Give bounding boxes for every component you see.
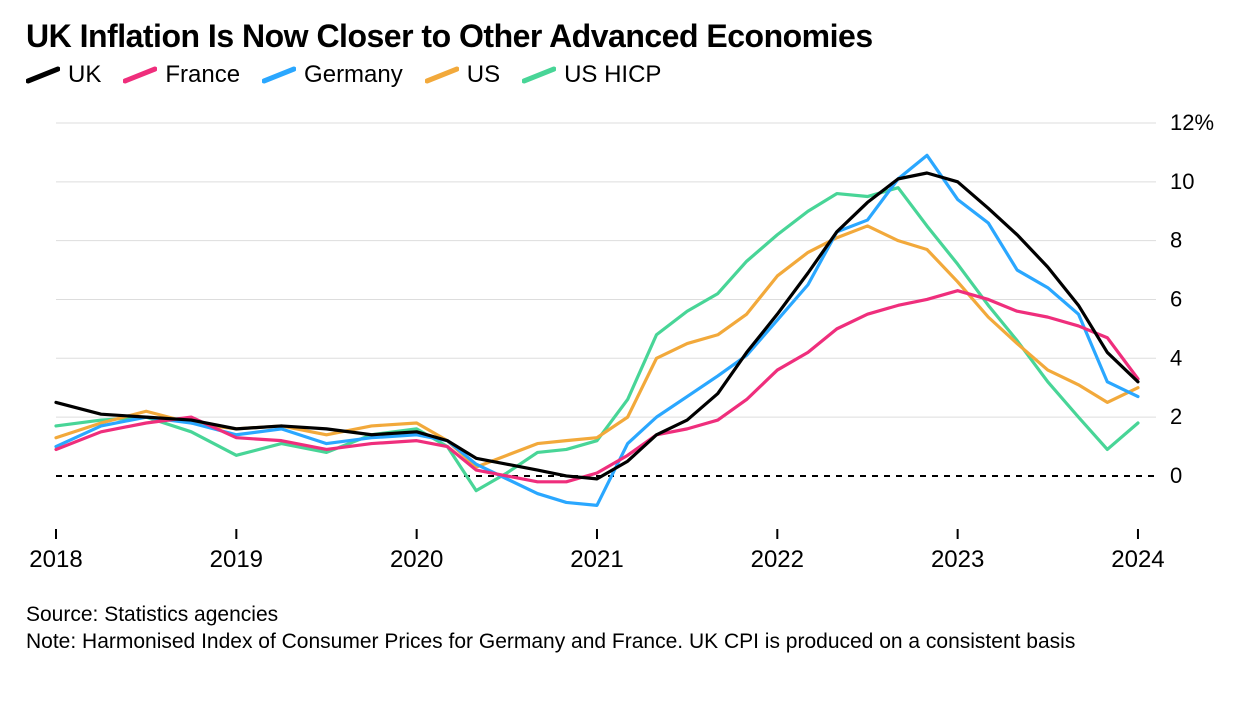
chart-title: UK Inflation Is Now Closer to Other Adva… (26, 18, 1232, 55)
y-tick-label: 2 (1170, 404, 1182, 429)
x-tick-label: 2023 (931, 546, 984, 573)
x-tick-label: 2019 (210, 546, 263, 573)
legend: UK France Germany US US HICP (26, 61, 1232, 89)
legend-item-us: US (425, 61, 500, 89)
legend-item-germany: Germany (262, 61, 403, 89)
legend-swatch-icon (522, 65, 556, 85)
legend-item-us-hicp: US HICP (522, 61, 661, 89)
legend-swatch-icon (425, 65, 459, 85)
y-tick-label: 6 (1170, 286, 1182, 311)
legend-swatch-icon (262, 65, 296, 85)
legend-label: Germany (304, 61, 403, 89)
legend-label: UK (68, 61, 101, 89)
legend-swatch-icon (123, 65, 157, 85)
legend-item-uk: UK (26, 61, 101, 89)
legend-item-france: France (123, 61, 240, 89)
chart-background (26, 93, 1226, 593)
x-tick-label: 2021 (570, 546, 623, 573)
y-tick-label: 4 (1170, 345, 1182, 370)
x-tick-label: 2024 (1111, 546, 1164, 573)
legend-label: France (165, 61, 240, 89)
y-tick-label: 12% (1170, 110, 1214, 135)
legend-swatch-icon (26, 65, 60, 85)
footnotes: Source: Statistics agencies Note: Harmon… (26, 601, 1126, 656)
y-tick-label: 0 (1170, 463, 1182, 488)
y-tick-label: 10 (1170, 169, 1194, 194)
legend-label: US HICP (564, 61, 661, 89)
y-tick-label: 8 (1170, 228, 1182, 253)
source-line: Source: Statistics agencies (26, 601, 1126, 628)
legend-label: US (467, 61, 500, 89)
chart-area: 0 2 4 6 8 10 12% 2018 2019 2020 2021 2022 2023 2024 (26, 93, 1226, 593)
x-tick-label: 2020 (390, 546, 443, 573)
x-tick-label: 2022 (751, 546, 804, 573)
x-tick-label: 2018 (29, 546, 82, 573)
line-chart-svg: 0 2 4 6 8 10 12% 2018 2019 2020 2021 2022 2023 2024 (26, 93, 1226, 593)
note-line: Note: Harmonised Index of Consumer Price… (26, 628, 1126, 655)
page: UK Inflation Is Now Closer to Other Adva… (0, 0, 1258, 712)
